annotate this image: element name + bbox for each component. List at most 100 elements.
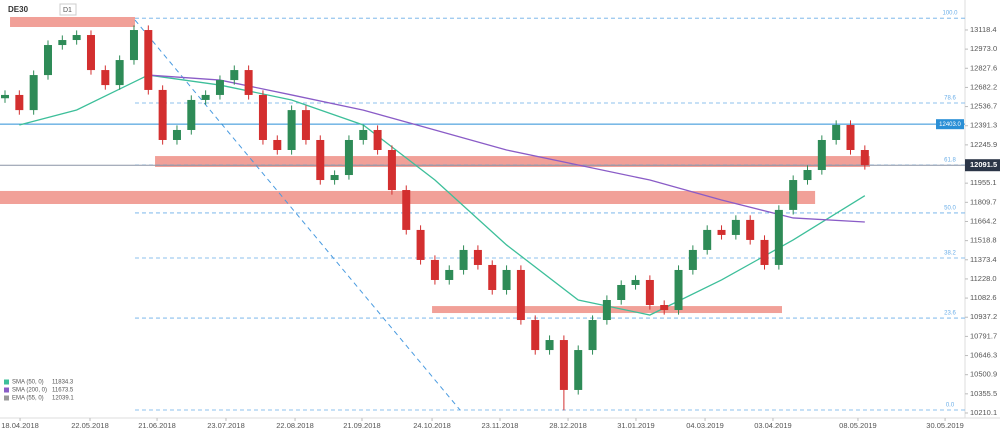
y-tick-label: 12391.3: [970, 121, 997, 130]
candle-body: [316, 139, 325, 181]
y-tick-label: 12245.9: [970, 140, 997, 149]
level-box-label: 12403.0: [939, 122, 961, 128]
candle-body: [287, 110, 296, 150]
y-tick-label: 10937.2: [970, 312, 997, 321]
y-tick-label: 13118.4: [970, 25, 997, 34]
candle-body: [774, 209, 783, 265]
candle-body: [502, 269, 511, 290]
candle-body: [201, 94, 210, 100]
candle-body: [115, 60, 124, 86]
candle-body: [416, 229, 425, 260]
y-tick-label: 12973.0: [970, 44, 997, 53]
x-tick-label: 24.10.2018: [413, 421, 451, 430]
candle-body: [15, 94, 24, 111]
candle-body: [574, 350, 583, 390]
candle-body: [559, 340, 568, 390]
legend-swatch: [4, 379, 9, 385]
symbol: DE30: [8, 5, 29, 14]
y-tick-label: 12536.7: [970, 102, 997, 111]
y-tick-label: 11082.6: [970, 293, 997, 302]
candle-body: [402, 190, 411, 230]
fib-label: 0.0: [946, 403, 955, 409]
candle-body: [846, 124, 855, 150]
x-tick-label: 22.08.2018: [276, 421, 314, 430]
candle-body: [832, 124, 841, 140]
legend-value: 11834.3: [52, 380, 74, 386]
candle-body: [602, 300, 611, 321]
x-tick-label: 04.03.2019: [686, 421, 724, 430]
zone: [155, 156, 870, 167]
x-tick-label: 28.12.2018: [549, 421, 587, 430]
candle-body: [688, 249, 697, 270]
candle-body: [215, 80, 224, 95]
candle-body: [860, 149, 869, 166]
last-price-box: [965, 159, 1000, 172]
candle-body: [459, 249, 468, 270]
candle-body: [359, 129, 368, 140]
candle-body: [617, 284, 626, 300]
x-tick-label: 21.06.2018: [138, 421, 176, 430]
trendline: [134, 19, 461, 411]
x-tick-label: 30.05.2019: [926, 421, 964, 430]
candle-body: [230, 70, 239, 81]
fib-label: 100.0: [942, 11, 958, 17]
candle-body: [674, 269, 683, 311]
candle-body: [129, 30, 138, 61]
interval-box[interactable]: [59, 3, 77, 16]
x-tick-label: 22.05.2018: [71, 421, 109, 430]
y-tick-label: 11228.0: [970, 274, 997, 283]
x-tick-label: 21.09.2018: [343, 421, 381, 430]
y-tick-label: 10646.3: [970, 351, 997, 360]
candle-body: [703, 229, 712, 250]
candle-body: [660, 305, 669, 311]
candle-body: [746, 219, 755, 240]
candle-body: [86, 35, 95, 71]
candle-body: [516, 269, 525, 321]
y-tick-label: 12682.2: [970, 82, 997, 91]
candle-body: [58, 40, 67, 46]
candle-body: [588, 320, 597, 351]
y-tick-label: 11373.4: [970, 255, 997, 264]
candle-body: [803, 170, 812, 181]
x-tick-label: 23.07.2018: [207, 421, 245, 430]
x-tick-label: 31.01.2019: [617, 421, 655, 430]
candle-body: [789, 180, 798, 210]
legend-label: SMA (50, 0): [12, 380, 44, 386]
interval[interactable]: D1: [63, 7, 72, 14]
fib-label: 23.6: [944, 311, 956, 317]
candle-body: [488, 264, 497, 290]
candle-body: [645, 279, 654, 306]
legend-swatch: [4, 395, 9, 401]
zone: [10, 16, 135, 27]
y-tick-label: 12827.6: [970, 63, 997, 72]
candle-body: [344, 139, 353, 176]
x-tick-label: 03.04.2019: [754, 421, 792, 430]
candle-body: [43, 45, 52, 76]
y-tick-label: 10500.9: [970, 370, 997, 379]
x-tick-label: 08.05.2019: [839, 421, 877, 430]
candle-body: [473, 249, 482, 265]
candle-body: [301, 110, 310, 140]
candle-body: [387, 149, 396, 191]
candle-body: [101, 70, 110, 86]
candle-body: [373, 129, 382, 150]
candle-body: [330, 175, 339, 181]
last-price-label: 12091.5: [970, 160, 997, 169]
candle-body: [258, 94, 267, 140]
candle-body: [545, 340, 554, 351]
candle-body: [817, 139, 826, 171]
y-tick-label: 10210.1: [970, 408, 997, 417]
candle-body: [244, 70, 253, 95]
y-tick-label: 11809.7: [970, 197, 997, 206]
y-tick-label: 11664.2: [970, 216, 997, 225]
candle-body: [144, 30, 153, 90]
fib-label: 78.6: [944, 96, 956, 102]
candle-body: [760, 239, 769, 265]
ma-line: [148, 74, 865, 223]
legend-label: EMA (55, 0): [12, 396, 44, 402]
x-tick-label: 23.11.2018: [481, 421, 518, 430]
candle-body: [531, 320, 540, 351]
candle-body: [1, 94, 10, 99]
